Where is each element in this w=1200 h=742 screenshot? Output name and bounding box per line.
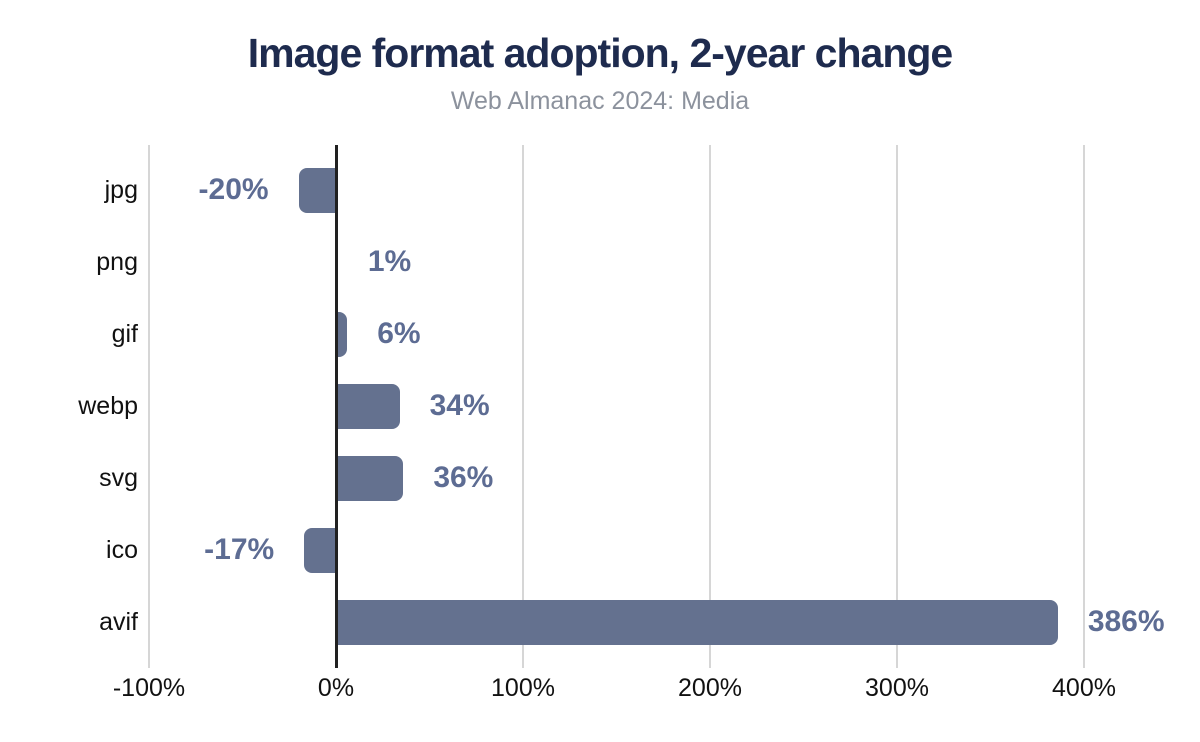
gridline [522, 145, 524, 668]
x-tick-label: 300% [865, 674, 929, 702]
bar-ico[interactable] [304, 527, 336, 573]
category-label-png: png [96, 248, 138, 276]
value-label-jpg: -20% [198, 173, 269, 206]
bar-jpg[interactable] [298, 167, 336, 213]
bar-svg[interactable] [336, 455, 404, 501]
bar-gif[interactable] [336, 311, 348, 357]
category-label-webp: webp [78, 392, 138, 420]
value-label-svg: 36% [433, 461, 494, 494]
x-tick-label: -100% [112, 674, 186, 702]
value-label-png: 1% [367, 245, 412, 278]
category-label-svg: svg [99, 464, 138, 492]
bar-avif[interactable] [336, 599, 1058, 645]
chart-title: Image format adoption, 2-year change [247, 30, 953, 76]
gridline [896, 145, 898, 668]
category-label-avif: avif [99, 608, 138, 636]
gridline [709, 145, 711, 668]
category-label-gif: gif [111, 320, 138, 348]
value-label-gif: 6% [377, 317, 421, 350]
x-tick-label: 0% [317, 674, 355, 702]
chart-subtitle: Web Almanac 2024: Media [450, 87, 750, 115]
value-label-ico: -17% [204, 533, 275, 566]
zero-axis-line [334, 145, 338, 668]
value-label-avif: 386% [1087, 605, 1165, 638]
gridline [148, 145, 150, 668]
x-tick-label: 100% [491, 674, 555, 702]
gridline [1083, 145, 1085, 668]
category-label-jpg: jpg [104, 176, 138, 204]
value-label-webp: 34% [429, 389, 490, 422]
x-tick-label: 200% [678, 674, 742, 702]
bar-webp[interactable] [336, 383, 400, 429]
x-tick-label: 400% [1052, 674, 1116, 702]
category-label-ico: ico [106, 536, 138, 564]
